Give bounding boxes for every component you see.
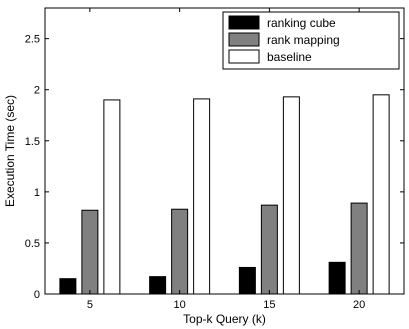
x-axis-label: Top-k Query (k): [183, 312, 266, 326]
legend-swatch: [228, 49, 260, 64]
bar-baseline-10: [193, 98, 211, 295]
axes-group: [44, 7, 405, 295]
bars-group: [59, 94, 390, 295]
y-tick-label: 1.5: [25, 136, 40, 148]
plot-frame: [44, 7, 405, 295]
legend: ranking cube rank mapping baseline: [222, 11, 400, 70]
legend-label: rank mapping: [267, 33, 340, 47]
legend-swatch: [228, 32, 260, 47]
bar-rank-mapping-15: [260, 204, 278, 295]
y-axis-label: Execution Time (sec): [3, 95, 17, 207]
x-tick-label: 15: [263, 299, 275, 311]
ticks-group: 5 10 15 20 0 0.5 1 1.5 2 2.5: [25, 8, 404, 311]
bar-ranking-cube-10: [149, 276, 167, 295]
x-tick-label: 20: [353, 299, 365, 311]
x-tick-label: 10: [174, 299, 186, 311]
y-tick-label: 2.5: [25, 34, 40, 46]
y-tick-label: 0.5: [25, 238, 40, 250]
x-tick-label: 5: [87, 299, 93, 311]
y-tick-label: 1: [34, 187, 40, 199]
y-tick-label: 2: [34, 85, 40, 97]
bar-ranking-cube-20: [328, 261, 346, 295]
y-tick-label: 0: [34, 289, 40, 301]
bar-rank-mapping-5: [81, 209, 99, 295]
bar-ranking-cube-5: [59, 278, 77, 295]
bar-rank-mapping-10: [171, 208, 189, 295]
bar-ranking-cube-15: [238, 266, 256, 295]
legend-swatch: [228, 15, 260, 30]
bar-baseline-5: [103, 99, 121, 295]
bar-rank-mapping-20: [350, 202, 368, 295]
legend-label: ranking cube: [267, 16, 336, 30]
bar-baseline-20: [372, 94, 390, 295]
legend-label: baseline: [267, 50, 312, 64]
bar-baseline-15: [282, 96, 300, 295]
